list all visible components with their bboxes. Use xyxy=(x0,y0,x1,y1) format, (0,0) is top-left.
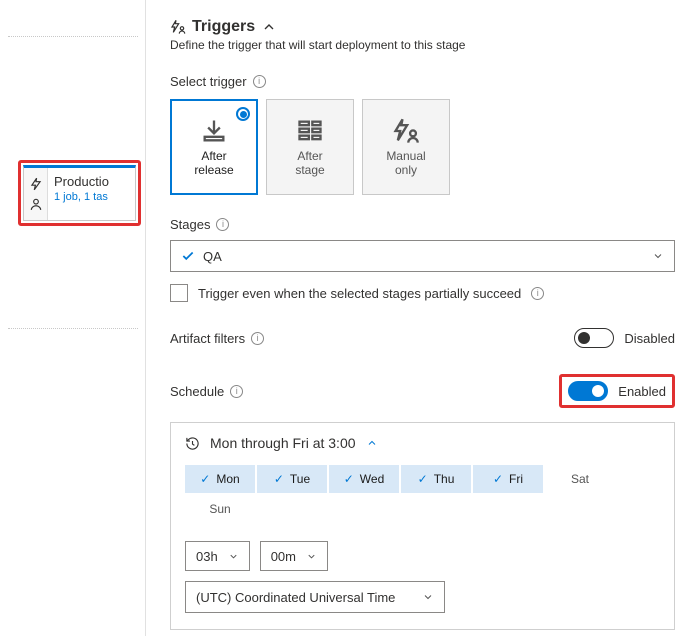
info-icon[interactable]: i xyxy=(230,385,243,398)
day-toggle-wed[interactable]: ✓ Wed xyxy=(329,465,399,493)
stages-label: Stages xyxy=(170,217,210,232)
stages-icon xyxy=(296,117,324,145)
trigger-option-after-stage[interactable]: Afterstage xyxy=(266,99,354,195)
day-label: Thu xyxy=(434,472,455,486)
day-label: Wed xyxy=(360,472,384,486)
radio-selected-icon xyxy=(236,107,250,121)
partial-succeed-label: Trigger even when the selected stages pa… xyxy=(198,286,521,301)
panel-subtitle: Define the trigger that will start deplo… xyxy=(170,38,675,52)
day-toggle-sun[interactable]: Sun xyxy=(185,495,255,523)
schedule-toggle-highlight: Enabled xyxy=(559,374,675,408)
triggers-panel: Triggers Define the trigger that will st… xyxy=(145,0,699,636)
day-label: Tue xyxy=(290,472,310,486)
checkmark-icon: ✓ xyxy=(200,472,210,486)
trigger-option-manual-only[interactable]: Manualonly xyxy=(362,99,450,195)
chevron-down-icon xyxy=(228,551,239,562)
day-toggle-fri[interactable]: ✓ Fri xyxy=(473,465,543,493)
partial-succeed-checkbox[interactable] xyxy=(170,284,188,302)
day-label: Sun xyxy=(209,502,230,516)
info-icon[interactable]: i xyxy=(216,218,229,231)
checkmark-icon: ✓ xyxy=(493,472,503,486)
info-icon[interactable]: i xyxy=(531,287,544,300)
day-label: Mon xyxy=(216,472,239,486)
schedule-summary: Mon through Fri at 3:00 xyxy=(210,435,356,451)
day-toggle-thu[interactable]: ✓ Thu xyxy=(401,465,471,493)
stage-subtitle[interactable]: 1 job, 1 tas xyxy=(54,191,109,203)
stage-predeploy-conditions-button[interactable] xyxy=(24,168,48,220)
schedule-toggle-label: Enabled xyxy=(618,384,666,399)
artifact-filters-label: Artifact filters xyxy=(170,331,245,346)
info-icon[interactable]: i xyxy=(253,75,266,88)
schedule-summary-row[interactable]: Mon through Fri at 3:00 xyxy=(185,435,660,451)
schedule-toggle[interactable] xyxy=(568,381,608,401)
divider xyxy=(8,328,138,329)
info-icon[interactable]: i xyxy=(251,332,264,345)
day-label: Fri xyxy=(509,472,523,486)
stage-card-production[interactable]: Productio 1 job, 1 tas xyxy=(18,160,141,226)
day-toggle-mon[interactable]: ✓ Mon xyxy=(185,465,255,493)
day-label: Sat xyxy=(571,472,589,486)
chevron-up-icon xyxy=(366,437,378,449)
clock-history-icon xyxy=(185,436,200,451)
day-toggle-sat[interactable]: Sat xyxy=(545,465,615,493)
stages-selected-value: QA xyxy=(203,249,222,264)
checkmark-icon xyxy=(181,249,195,263)
chevron-down-icon xyxy=(306,551,317,562)
trigger-option-after-release[interactable]: Afterrelease xyxy=(170,99,258,195)
minute-dropdown[interactable]: 00m xyxy=(260,541,328,571)
chevron-down-icon xyxy=(652,250,664,262)
checkmark-icon: ✓ xyxy=(418,472,428,486)
timezone-dropdown[interactable]: (UTC) Coordinated Universal Time xyxy=(185,581,445,613)
schedule-editor: Mon through Fri at 3:00 ✓ Mon ✓ Tue ✓ Wed ✓ Thu… xyxy=(170,422,675,630)
lightning-icon xyxy=(29,177,43,191)
schedule-label: Schedule xyxy=(170,384,224,399)
checkmark-icon: ✓ xyxy=(274,472,284,486)
chevron-down-icon xyxy=(422,591,434,603)
stages-dropdown[interactable]: QA xyxy=(170,240,675,272)
divider xyxy=(8,36,138,37)
panel-header[interactable]: Triggers xyxy=(170,18,675,36)
select-trigger-label: Select trigger xyxy=(170,74,247,89)
download-icon xyxy=(200,117,228,145)
day-toggle-tue[interactable]: ✓ Tue xyxy=(257,465,327,493)
user-icon xyxy=(29,197,43,211)
hour-dropdown[interactable]: 03h xyxy=(185,541,250,571)
stage-title: Productio xyxy=(54,174,109,189)
lightning-user-icon xyxy=(392,117,420,145)
chevron-up-icon xyxy=(261,18,277,36)
artifact-filters-toggle-label: Disabled xyxy=(624,331,675,346)
checkmark-icon: ✓ xyxy=(344,472,354,486)
artifact-filters-toggle[interactable] xyxy=(574,328,614,348)
panel-title: Triggers xyxy=(192,18,255,36)
lightning-user-icon xyxy=(170,18,186,36)
